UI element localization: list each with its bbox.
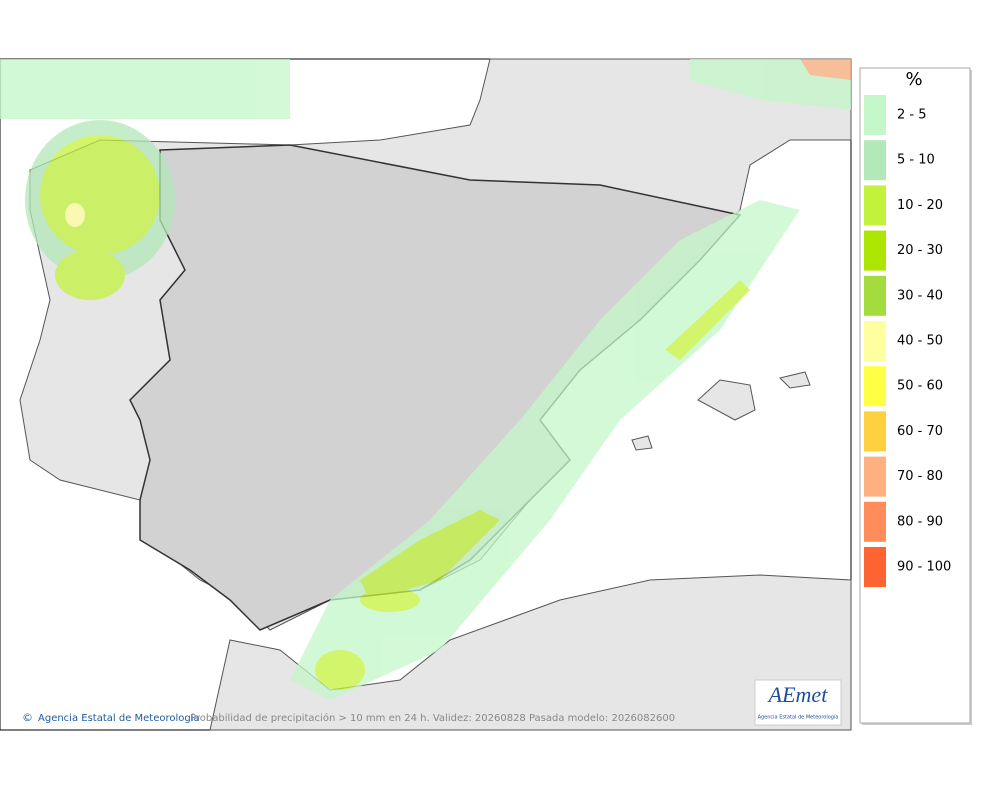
africa bbox=[209, 574, 852, 731]
logo-subtitle: Agencia Estatal de Meteorología bbox=[758, 714, 839, 721]
legend-label: 60 - 70 bbox=[897, 424, 943, 439]
legend-label: 50 - 60 bbox=[897, 379, 943, 394]
precip-overlay bbox=[0, 59, 851, 700]
legend-swatch bbox=[864, 185, 886, 226]
legend-label: 30 - 40 bbox=[897, 288, 943, 303]
legend-label: 2 - 5 bbox=[897, 108, 927, 123]
balearics bbox=[631, 371, 811, 451]
map: © Agencia Estatal de Meteorología Probab… bbox=[0, 58, 852, 731]
legend-label: 90 - 100 bbox=[897, 560, 951, 575]
caption: Probabilidad de precipitación > 10 mm en… bbox=[190, 712, 675, 724]
legend-label: 70 - 80 bbox=[897, 469, 943, 484]
logo: AEmet Agencia Estatal de Meteorología bbox=[754, 679, 842, 726]
legend-swatch bbox=[864, 547, 886, 587]
legend-swatch bbox=[864, 275, 886, 316]
legend-swatch bbox=[864, 501, 886, 542]
legend-swatch bbox=[864, 95, 886, 135]
legend-title: % bbox=[905, 69, 922, 90]
legend-swatch bbox=[864, 456, 886, 497]
legend-label: 40 - 50 bbox=[897, 334, 943, 349]
legend: % 2 - 5 5 - 10 10 - 20 20 - 30 30 - 40 40 - 5… bbox=[859, 67, 972, 725]
legend-swatch bbox=[864, 366, 886, 407]
logo-text: AEmet bbox=[767, 682, 829, 707]
legend-label: 20 - 30 bbox=[897, 243, 943, 258]
legend-swatch bbox=[864, 140, 886, 181]
legend-swatch bbox=[864, 411, 886, 452]
legend-label: 80 - 90 bbox=[897, 514, 943, 529]
legend-label: 5 - 10 bbox=[897, 153, 935, 168]
legend-label: 10 - 20 bbox=[897, 198, 943, 213]
credit: Agencia Estatal de Meteorología bbox=[38, 712, 200, 724]
legend-swatch bbox=[864, 321, 886, 361]
legend-swatch bbox=[864, 230, 886, 271]
credit-icon: © bbox=[22, 711, 33, 724]
